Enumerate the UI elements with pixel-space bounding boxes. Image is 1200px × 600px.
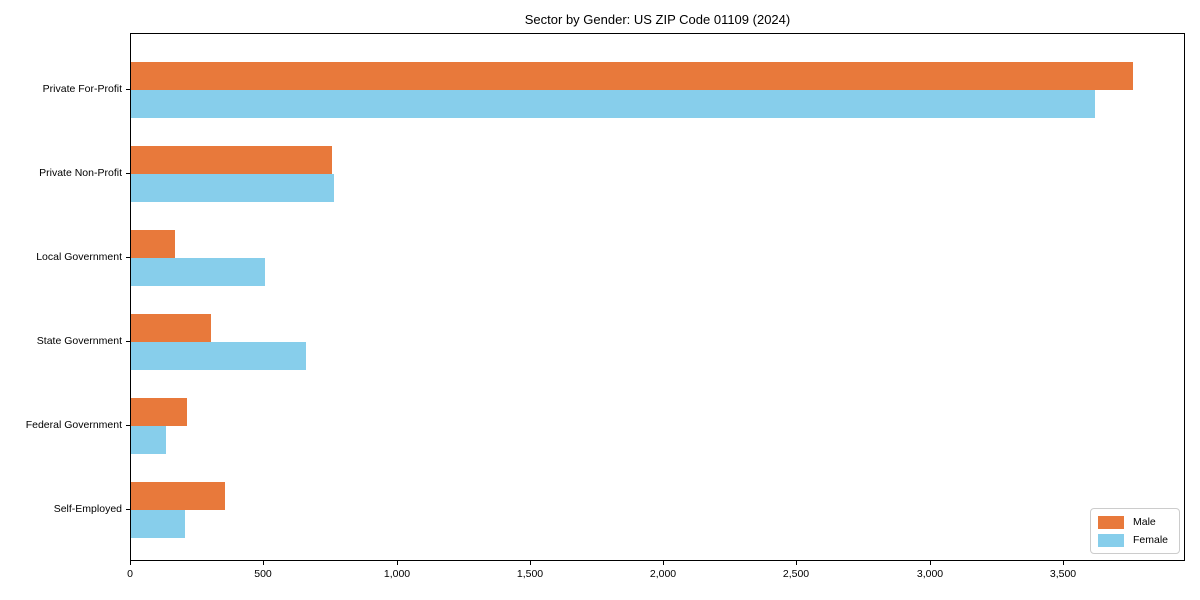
- x-tick-label: 3,500: [1049, 568, 1077, 580]
- bar-female: [131, 258, 265, 286]
- x-tick-label: 1,000: [383, 568, 411, 580]
- x-tick: [796, 561, 797, 565]
- legend-item-female: Female: [1098, 533, 1172, 547]
- legend-item-male: Male: [1098, 515, 1172, 529]
- y-category-label: Self-Employed: [53, 503, 122, 515]
- y-tick: [126, 509, 130, 510]
- legend-label-male: Male: [1133, 516, 1156, 528]
- y-tick: [126, 89, 130, 90]
- legend-label-female: Female: [1133, 534, 1169, 546]
- bar-male: [131, 314, 211, 342]
- bar-female: [131, 510, 185, 538]
- y-category-label: State Government: [36, 335, 122, 347]
- x-tick-label: 2,000: [649, 568, 677, 580]
- legend: Male Female: [1090, 508, 1180, 554]
- x-tick-label: 0: [127, 568, 133, 580]
- x-tick-label: 3,000: [916, 568, 944, 580]
- bar-male: [131, 62, 1133, 90]
- x-tick: [530, 561, 531, 565]
- bar-male: [131, 482, 225, 510]
- bar-male: [131, 230, 175, 258]
- y-tick: [126, 425, 130, 426]
- x-tick-label: 2,500: [782, 568, 810, 580]
- bar-female: [131, 342, 306, 370]
- x-tick: [130, 561, 131, 565]
- y-category-label: Private Non-Profit: [39, 167, 122, 179]
- y-category-label: Local Government: [36, 251, 122, 263]
- x-tick: [263, 561, 264, 565]
- bar-male: [131, 398, 187, 426]
- y-category-label: Private For-Profit: [42, 83, 122, 95]
- x-tick: [663, 561, 664, 565]
- plot-area: [130, 33, 1185, 561]
- x-tick: [930, 561, 931, 565]
- y-category-label: Federal Government: [25, 419, 122, 431]
- bar-female: [131, 426, 166, 454]
- bar-male: [131, 146, 332, 174]
- x-tick: [397, 561, 398, 565]
- x-tick-label: 500: [254, 568, 272, 580]
- chart-title: Sector by Gender: US ZIP Code 01109 (202…: [524, 12, 791, 27]
- y-tick: [126, 173, 130, 174]
- x-tick-label: 1,500: [516, 568, 544, 580]
- y-tick: [126, 257, 130, 258]
- legend-swatch-female-icon: [1098, 533, 1124, 547]
- x-tick: [1063, 561, 1064, 565]
- legend-swatch-male-icon: [1098, 515, 1124, 529]
- bar-female: [131, 90, 1095, 118]
- y-tick: [126, 341, 130, 342]
- bar-female: [131, 174, 334, 202]
